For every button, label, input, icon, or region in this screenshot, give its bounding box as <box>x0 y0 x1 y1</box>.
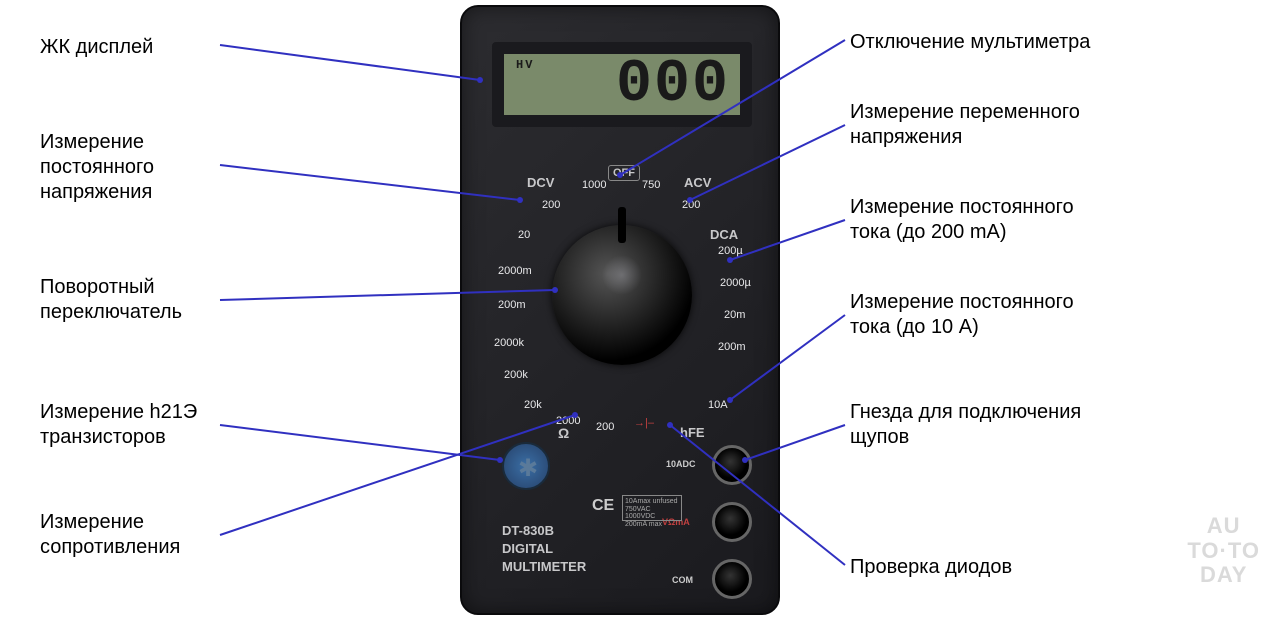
model-text: DT-830B DIGITAL MULTIMETER <box>502 522 586 577</box>
group-dcv: DCV <box>527 175 554 190</box>
model-line1: DT-830B <box>502 522 586 540</box>
diagram-container: HV 000 DCV ACV OFF DCA hFE Ω 1000 200 20… <box>0 0 1280 627</box>
model-line2: DIGITAL <box>502 540 586 558</box>
jack-10a <box>712 445 752 485</box>
label-left-1: Измерениепостоянногонапряжения <box>40 130 154 205</box>
jack-label-com: COM <box>672 575 693 585</box>
group-off: OFF <box>608 165 640 181</box>
multimeter-body: HV 000 DCV ACV OFF DCA hFE Ω 1000 200 20… <box>460 5 780 615</box>
dcv-1000: 1000 <box>582 179 606 191</box>
label-left-4: Измерениесопротивления <box>40 510 180 560</box>
dca-2000u: 2000µ <box>720 277 751 289</box>
label-left-2: Поворотныйпереключатель <box>40 275 182 325</box>
label-right-1: Измерение переменногонапряжения <box>850 100 1080 150</box>
dcv-200: 200 <box>542 199 560 211</box>
dca-20m: 20m <box>724 309 745 321</box>
rotary-dial <box>552 225 692 365</box>
wm-line1: AU <box>1187 514 1260 538</box>
jack-label-10a: 10ADC <box>666 459 696 469</box>
label-right-2: Измерение постоянноготока (до 200 mA) <box>850 195 1074 245</box>
label-right-3: Измерение постоянноготока (до 10 A) <box>850 290 1074 340</box>
ohm-2000k: 2000k <box>494 337 524 349</box>
wm-line2: TO·TO <box>1187 539 1260 563</box>
ohm-200: 200 <box>596 421 614 433</box>
jack-voma <box>712 502 752 542</box>
acv-200: 200 <box>682 199 700 211</box>
lcd-value: 000 <box>616 51 730 119</box>
ce-mark: CE <box>592 497 614 515</box>
group-hfe: hFE <box>680 425 705 440</box>
dca-200u: 200µ <box>718 245 743 257</box>
lcd-display: HV 000 <box>492 42 752 127</box>
label-right-4: Гнезда для подключениящупов <box>850 400 1081 450</box>
label-left-0: ЖК дисплей <box>40 35 153 60</box>
ohm-200k: 200k <box>504 369 528 381</box>
label-right-0: Отключение мультиметра <box>850 30 1090 55</box>
label-right-5: Проверка диодов <box>850 555 1012 580</box>
group-ohm: Ω <box>558 425 569 441</box>
jack-com <box>712 559 752 599</box>
dcv-20: 20 <box>518 229 530 241</box>
label-left-3: Измерение h21Этранзисторов <box>40 400 197 450</box>
dca-10a: 10A <box>708 399 728 411</box>
wm-line3: DAY <box>1187 563 1260 587</box>
dial-pointer <box>618 207 626 243</box>
acv-750: 750 <box>642 179 660 191</box>
ohm-2000: 2000 <box>556 415 580 427</box>
dcv-200m: 200m <box>498 299 526 311</box>
dcv-2000m: 2000m <box>498 265 532 277</box>
group-acv: ACV <box>684 175 711 190</box>
watermark: AU TO·TO DAY <box>1187 514 1260 587</box>
model-line3: MULTIMETER <box>502 558 586 576</box>
ohm-20k: 20k <box>524 399 542 411</box>
hfe-socket <box>502 442 550 490</box>
warning-box: 10Amax unfused 750VAC 1000VDC 200mA max <box>622 495 682 521</box>
diode-label: →|– <box>634 417 654 429</box>
group-dca: DCA <box>710 227 738 242</box>
dca-200m: 200m <box>718 341 746 353</box>
lcd-hv-indicator: HV <box>516 58 534 72</box>
